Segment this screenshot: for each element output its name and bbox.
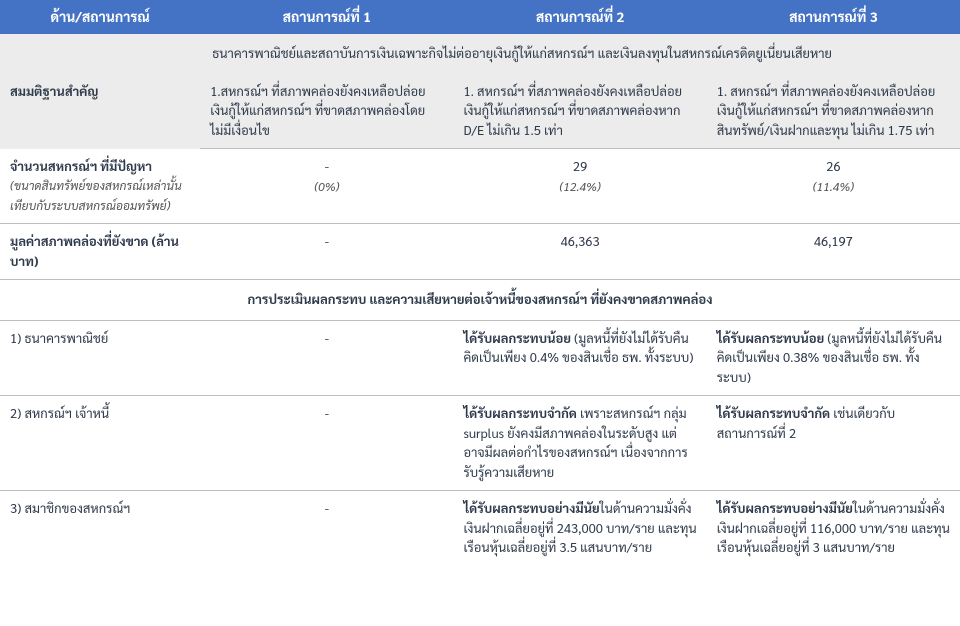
assumption-s2: 1. สหกรณ์ฯ ที่สภาพคล่องยังคงเหลือปล่อยเง… — [453, 74, 706, 149]
impact-bank-row: 1) ธนาคารพาณิชย์ - ได้รับผลกระทบน้อย (มู… — [0, 320, 960, 396]
impact-creditor-s2: ได้รับผลกระทบจำกัด เพราะสหกรณ์ฯ กลุ่ม su… — [453, 396, 706, 491]
impact-member-s2-bold: ได้รับผลกระทบอย่างมีนัย — [463, 500, 599, 517]
assumption-common: ธนาคารพาณิชย์และสถาบันการเงินเฉพาะกิจไม่… — [200, 34, 960, 74]
assumption-label: สมมติฐานสำคัญ — [0, 34, 200, 149]
assumption-s1: 1.สหกรณ์ฯ ที่สภาพคล่องยังคงเหลือปล่อยเงิ… — [200, 74, 453, 149]
shortfall-s2: 46,363 — [453, 224, 706, 280]
impact-creditor-s3: ได้รับผลกระทบจำกัด เช่นเดียวกับสถานการณ์… — [707, 396, 960, 491]
impact-member-row: 3) สมาชิกของสหกรณ์ฯ - ได้รับผลกระทบอย่าง… — [0, 491, 960, 566]
impact-bank-s3: ได้รับผลกระทบน้อย (มูลหนี้ที่ยังไม่ได้รั… — [707, 320, 960, 396]
scenario-table: ด้าน/สถานการณ์ สถานการณ์ที่ 1 สถานการณ์ท… — [0, 0, 960, 566]
impact-bank-s1: - — [200, 320, 453, 396]
col-scenario-3: สถานการณ์ที่ 3 — [707, 0, 960, 34]
problem-coops-row: จำนวนสหกรณ์ฯ ที่มีปัญหา (ขนาดสินทรัพย์ขอ… — [0, 149, 960, 224]
impact-creditor-s2-bold: ได้รับผลกระทบจำกัด — [463, 405, 576, 422]
impact-title: การประเมินผลกระทบ และความเสียหายต่อเจ้าห… — [0, 280, 960, 321]
problem-coops-s1: - (0%) — [200, 149, 453, 224]
problem-coops-s2-pct: (12.4%) — [559, 178, 600, 194]
impact-creditor-label: 2) สหกรณ์ฯ เจ้าหนี้ — [0, 396, 200, 491]
assumption-s3: 1. สหกรณ์ฯ ที่สภาพคล่องยังคงเหลือปล่อยเง… — [707, 74, 960, 149]
impact-member-label: 3) สมาชิกของสหกรณ์ฯ — [0, 491, 200, 566]
impact-bank-s3-bold: ได้รับผลกระทบน้อย — [717, 330, 825, 347]
impact-bank-s2: ได้รับผลกระทบน้อย (มูลหนี้ที่ยังไม่ได้รั… — [453, 320, 706, 396]
impact-creditor-row: 2) สหกรณ์ฯ เจ้าหนี้ - ได้รับผลกระทบจำกัด… — [0, 396, 960, 491]
problem-coops-s1-pct: (0%) — [314, 178, 339, 194]
impact-title-row: การประเมินผลกระทบ และความเสียหายต่อเจ้าห… — [0, 280, 960, 321]
impact-bank-s2-bold: ได้รับผลกระทบน้อย — [463, 330, 571, 347]
assumption-common-row: สมมติฐานสำคัญ ธนาคารพาณิชย์และสถาบันการเ… — [0, 34, 960, 74]
shortfall-label: มูลค่าสภาพคล่องที่ยังขาด (ล้านบาท) — [0, 224, 200, 280]
impact-member-s3: ได้รับผลกระทบอย่างมีนัยในด้านความมั่งคั่… — [707, 491, 960, 566]
col-scenario-2: สถานการณ์ที่ 2 — [453, 0, 706, 34]
problem-coops-s3-pct: (11.4%) — [813, 178, 854, 194]
impact-creditor-s1: - — [200, 396, 453, 491]
problem-coops-s3: 26 (11.4%) — [707, 149, 960, 224]
problem-coops-s1-val: - — [325, 158, 329, 175]
impact-member-s3-bold: ได้รับผลกระทบอย่างมีนัย — [717, 500, 853, 517]
impact-creditor-s3-bold: ได้รับผลกระทบจำกัด — [717, 405, 830, 422]
col-aspect: ด้าน/สถานการณ์ — [0, 0, 200, 34]
impact-member-s1: - — [200, 491, 453, 566]
shortfall-row: มูลค่าสภาพคล่องที่ยังขาด (ล้านบาท) - 46,… — [0, 224, 960, 280]
problem-coops-s2: 29 (12.4%) — [453, 149, 706, 224]
problem-coops-label: จำนวนสหกรณ์ฯ ที่มีปัญหา — [10, 158, 152, 175]
shortfall-s3: 46,197 — [707, 224, 960, 280]
col-scenario-1: สถานการณ์ที่ 1 — [200, 0, 453, 34]
problem-coops-s2-val: 29 — [573, 158, 587, 175]
impact-bank-label: 1) ธนาคารพาณิชย์ — [0, 320, 200, 396]
problem-coops-sublabel: (ขนาดสินทรัพย์ของสหกรณ์เหล่านั้นเทียบกับ… — [10, 177, 182, 213]
header-row: ด้าน/สถานการณ์ สถานการณ์ที่ 1 สถานการณ์ท… — [0, 0, 960, 34]
shortfall-s1: - — [200, 224, 453, 280]
problem-coops-s3-val: 26 — [826, 158, 840, 175]
problem-coops-label-cell: จำนวนสหกรณ์ฯ ที่มีปัญหา (ขนาดสินทรัพย์ขอ… — [0, 149, 200, 224]
impact-member-s2: ได้รับผลกระทบอย่างมีนัยในด้านความมั่งคั่… — [453, 491, 706, 566]
